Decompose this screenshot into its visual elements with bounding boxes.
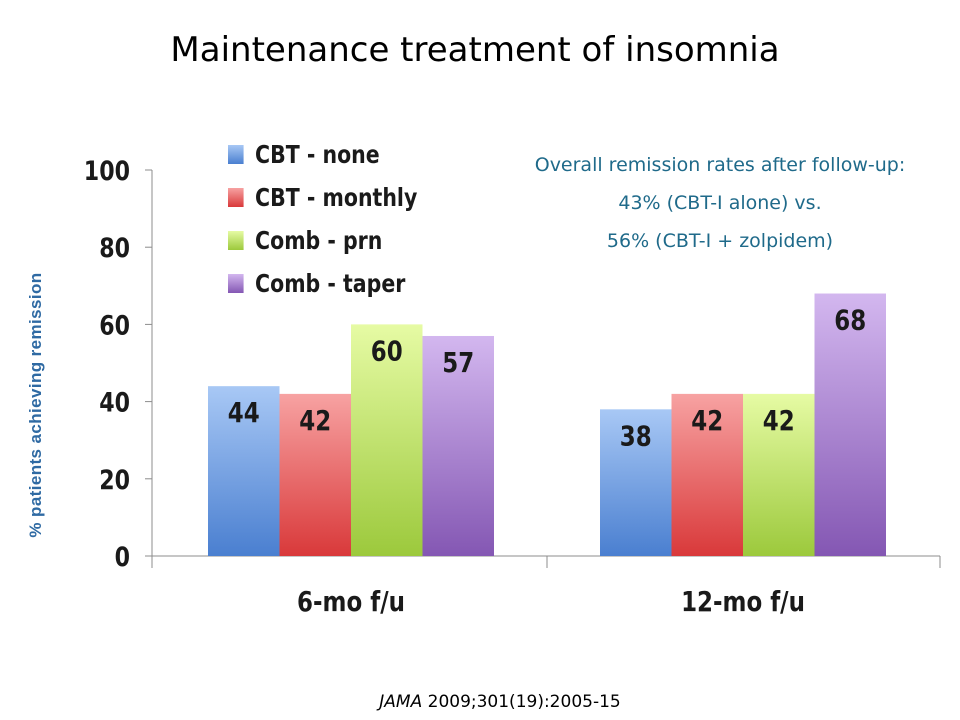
bar bbox=[351, 324, 423, 556]
bar-data-label: 68 bbox=[834, 304, 866, 337]
citation-journal: JAMA bbox=[379, 692, 423, 712]
x-category-label: 12-mo f/u bbox=[681, 586, 805, 619]
citation: JAMA 2009;301(19):2005-15 bbox=[0, 692, 960, 712]
bar bbox=[743, 393, 815, 556]
bar-data-label: 42 bbox=[691, 405, 723, 438]
remission-annotation: Overall remission rates after follow-up:… bbox=[480, 146, 960, 260]
bar-data-label: 60 bbox=[371, 335, 403, 368]
y-tick-label: 40 bbox=[99, 386, 130, 418]
bar bbox=[600, 409, 672, 556]
legend-label: Comb - prn bbox=[255, 226, 383, 255]
citation-reference: 2009;301(19):2005-15 bbox=[422, 692, 621, 712]
y-tick-label: 60 bbox=[99, 309, 130, 341]
legend-swatch bbox=[228, 274, 244, 293]
y-tick-label: 20 bbox=[99, 464, 130, 496]
bar bbox=[208, 386, 280, 556]
y-tick-label: 0 bbox=[115, 541, 130, 573]
legend-label: CBT - monthly bbox=[255, 183, 418, 212]
bar bbox=[671, 393, 743, 556]
chart-legend: CBT - none CBT - monthly Comb - prn Comb - … bbox=[228, 133, 417, 305]
bar-data-label: 42 bbox=[299, 405, 331, 438]
bar-data-label: 57 bbox=[442, 347, 474, 380]
legend-swatch bbox=[228, 231, 244, 250]
y-tick-label: 100 bbox=[84, 155, 130, 187]
bar bbox=[814, 293, 886, 556]
annotation-line-3: 56% (CBT-I + zolpidem) bbox=[606, 230, 834, 252]
y-tick-label: 80 bbox=[99, 232, 130, 264]
bar-data-label: 38 bbox=[620, 420, 652, 453]
legend-label: CBT - none bbox=[255, 140, 380, 169]
bar bbox=[279, 393, 351, 556]
legend-item: CBT - monthly bbox=[228, 176, 417, 219]
legend-swatch bbox=[228, 188, 244, 207]
page-title: Maintenance treatment of insomnia bbox=[170, 30, 780, 70]
bar bbox=[422, 335, 494, 556]
annotation-line-2: 43% (CBT-I alone) vs. bbox=[618, 192, 822, 214]
x-category-label: 6-mo f/u bbox=[297, 586, 405, 619]
legend-swatch bbox=[228, 145, 244, 164]
bar-data-label: 42 bbox=[763, 405, 795, 438]
annotation-line-1: Overall remission rates after follow-up: bbox=[534, 154, 906, 176]
legend-item: CBT - none bbox=[228, 133, 417, 176]
legend-label: Comb - taper bbox=[255, 269, 406, 298]
bar-data-label: 44 bbox=[228, 397, 260, 430]
legend-item: Comb - taper bbox=[228, 262, 417, 305]
legend-item: Comb - prn bbox=[228, 219, 417, 262]
